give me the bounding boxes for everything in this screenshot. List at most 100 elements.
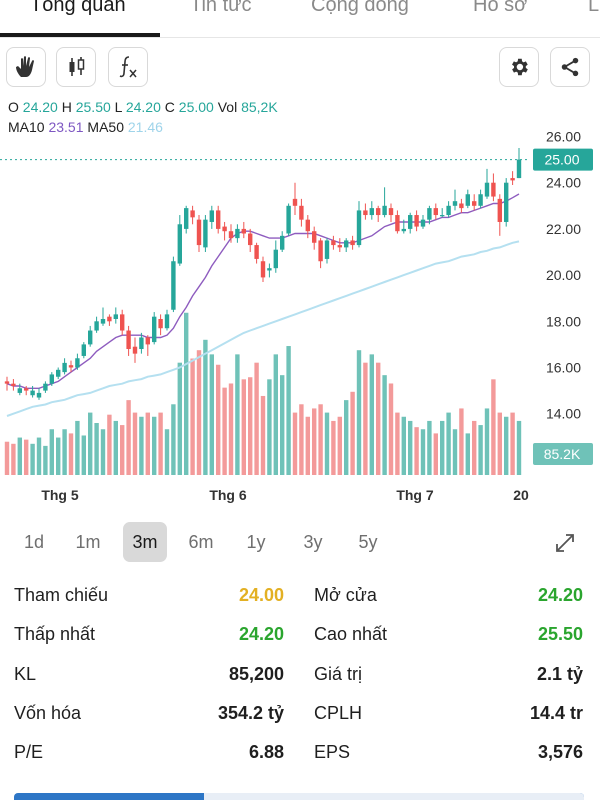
period-6m[interactable]: 6m: [188, 532, 214, 552]
volume-stat-value: 85,200: [228, 664, 284, 684]
time-axis-label: Thg 6: [209, 487, 247, 503]
function-icon: [119, 56, 137, 78]
volume-bar: [216, 364, 221, 475]
close-label: C: [164, 99, 175, 115]
price-axis-label: 16.00: [546, 360, 581, 376]
indicator-button[interactable]: [108, 47, 148, 87]
candle-body: [235, 228, 240, 239]
shares-outstanding-label: CPLH: [314, 703, 363, 723]
volume-bar: [491, 379, 496, 475]
trade-value-value: 2.1 tỷ: [536, 664, 583, 684]
expand-icon[interactable]: [552, 530, 578, 556]
low-price-value: 24.20: [238, 624, 284, 644]
volume-bar: [510, 412, 515, 475]
eps-value: 3,576: [537, 742, 583, 762]
candle-body: [382, 205, 387, 216]
trade-value-label: Giá trị: [314, 664, 363, 684]
period-3y[interactable]: 3y: [303, 532, 323, 552]
volume-bar: [88, 412, 93, 475]
period-3m[interactable]: 3m: [123, 522, 167, 562]
period-1d[interactable]: 1d: [23, 532, 45, 552]
low-label: L: [114, 99, 122, 115]
high-price-value: 25.50: [537, 624, 583, 644]
active-tab-indicator: [0, 33, 160, 37]
candle-body: [81, 344, 86, 356]
candle-body: [171, 261, 176, 310]
volume-bar: [235, 354, 240, 475]
time-axis-label: Thg 7: [396, 487, 434, 503]
volume-bar: [280, 375, 285, 475]
high-price-label: Cao nhất: [314, 624, 388, 644]
candle-body: [120, 314, 125, 331]
chart-type-button[interactable]: [56, 47, 96, 87]
chart-settings-button[interactable]: [499, 47, 539, 87]
tab-profile[interactable]: Hồ sơ: [473, 0, 528, 16]
ma50-value: 21.46: [127, 119, 163, 135]
volume-bar: [395, 412, 400, 475]
candle-body: [248, 233, 253, 246]
volume-bar: [414, 427, 419, 475]
candle-body: [516, 159, 522, 179]
candle-body: [75, 358, 80, 368]
share-button[interactable]: [550, 47, 590, 87]
candle-body: [152, 316, 157, 343]
drawing-tool-button[interactable]: [6, 47, 46, 87]
candle-body: [267, 268, 272, 271]
volume-bar: [312, 408, 317, 475]
price-chart[interactable]: 26.00 24.00 22.00 20.00 18.00 16.00 14.00 25.00…: [0, 125, 600, 510]
gear-icon: [512, 58, 528, 76]
period-1y[interactable]: 1y: [246, 532, 266, 552]
candle-body: [510, 178, 515, 181]
candle-body: [280, 235, 285, 250]
candle-body: [254, 245, 259, 259]
tab-more[interactable]: L: [588, 0, 600, 16]
ma50-line: [6, 240, 520, 417]
volume-bar: [184, 312, 189, 475]
candle-body: [24, 388, 29, 391]
tab-community[interactable]: Cộng đồng: [311, 0, 409, 16]
candle-body: [472, 201, 477, 206]
volume-bar: [17, 437, 22, 475]
volume-bar: [420, 429, 426, 475]
candle-body: [356, 210, 362, 246]
candle-body: [88, 330, 93, 345]
bottom-action-bar[interactable]: [14, 793, 584, 800]
price-axis-label: 18.00: [546, 313, 581, 329]
volume-bar: [459, 408, 464, 475]
volume-bar: [401, 416, 406, 475]
volume-bar: [350, 391, 355, 475]
volume-bar: [254, 362, 259, 475]
open-price-label: Mở cửa: [314, 585, 377, 605]
candle-body: [107, 316, 112, 322]
price-axis-label: 14.00: [546, 406, 581, 422]
candle-body: [484, 182, 490, 197]
period-1m[interactable]: 1m: [75, 532, 101, 552]
volume-bar: [369, 354, 374, 475]
volume-bar: [145, 412, 150, 475]
candle-body: [190, 210, 195, 218]
volume-bar: [388, 383, 394, 475]
volume-bar: [465, 433, 470, 475]
volume-bar: [440, 420, 445, 475]
volume-bar: [324, 412, 330, 475]
volume-bar: [248, 377, 253, 475]
ma50-label: MA50: [87, 119, 124, 135]
volume-bar: [56, 437, 61, 475]
volume-bar: [273, 354, 278, 475]
volume-bar: [190, 358, 195, 475]
close-value: 25.00: [178, 99, 214, 115]
candle-body: [312, 231, 317, 243]
tab-overview[interactable]: Tổng quan: [30, 0, 126, 16]
candle-body: [216, 210, 221, 229]
candle-body: [94, 321, 99, 331]
volume-bar: [222, 387, 227, 475]
period-5y[interactable]: 5y: [358, 532, 378, 552]
volume-bar: [49, 429, 54, 475]
price-axis-label: 22.00: [546, 221, 581, 237]
bottom-action-bar-secondary[interactable]: [204, 793, 584, 800]
candle-body: [388, 208, 394, 216]
volume-bar: [484, 408, 490, 475]
candle-body: [324, 240, 330, 259]
candle-body: [465, 194, 470, 206]
tab-news[interactable]: Tin tức: [190, 0, 252, 16]
